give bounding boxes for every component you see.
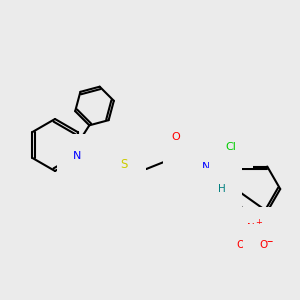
Text: N: N [113,142,122,152]
Text: O: O [236,240,244,250]
Text: –: – [266,235,272,248]
Text: N: N [73,151,82,161]
Text: S: S [121,158,128,170]
Text: H: H [188,166,196,176]
Text: N: N [180,157,188,167]
Text: N: N [202,162,210,172]
Text: O: O [172,132,181,142]
Text: Cl: Cl [226,142,237,152]
Text: +: + [255,218,262,227]
Text: N: N [248,223,255,232]
Text: O: O [259,240,267,250]
Text: H: H [218,184,226,194]
